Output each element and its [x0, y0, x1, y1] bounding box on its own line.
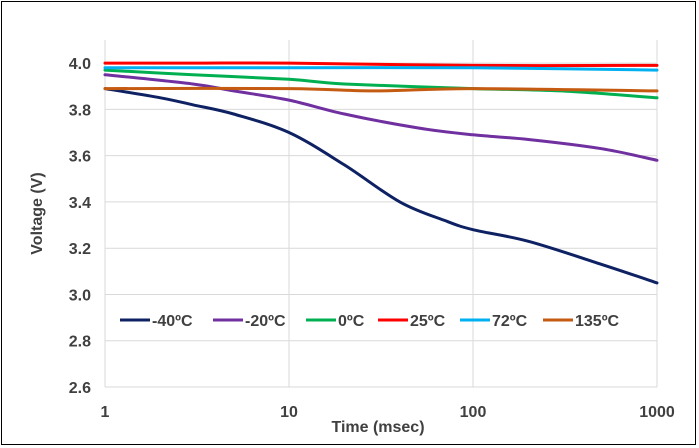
grid-lines — [104, 40, 658, 388]
y-tick-label: 2.8 — [69, 334, 91, 351]
x-axis-label: Time (msec) — [331, 419, 424, 436]
y-tick-label: 3.0 — [69, 287, 91, 304]
y-axis-label: Voltage (V) — [29, 172, 46, 254]
series-line-0 — [103, 87, 659, 285]
x-tick-label: 1 — [101, 404, 110, 421]
series-line-5 — [103, 86, 659, 93]
y-tick-label: 2.6 — [69, 380, 91, 397]
x-tick-label: 10 — [280, 404, 298, 421]
legend-label: -20ºC — [245, 313, 286, 330]
legend-label: 0ºC — [338, 313, 365, 330]
y-tick-label: 4.0 — [69, 56, 91, 73]
series-lines — [103, 61, 659, 285]
y-tick-label: 3.2 — [69, 241, 91, 258]
legend: -40ºC -20ºC 0ºC 25ºC 72ºC 135ºC — [120, 313, 620, 330]
legend-label: 135ºC — [575, 313, 620, 330]
legend-label: 25ºC — [410, 313, 446, 330]
x-tick-label: 1000 — [639, 404, 675, 421]
x-tick-label: 100 — [460, 404, 487, 421]
y-tick-label: 3.8 — [69, 102, 91, 119]
legend-label: 72ºC — [492, 313, 528, 330]
legend-label: -40ºC — [152, 313, 193, 330]
y-tick-labels: 2.6 2.8 3.0 3.2 3.4 3.6 3.8 4.0 — [69, 56, 91, 397]
x-tick-labels: 1 10 100 1000 — [101, 404, 675, 421]
y-tick-label: 3.6 — [69, 149, 91, 166]
y-tick-label: 3.4 — [69, 195, 91, 212]
series-line-1 — [103, 73, 659, 162]
series-line-3 — [103, 61, 659, 68]
series-line-4 — [103, 66, 659, 72]
